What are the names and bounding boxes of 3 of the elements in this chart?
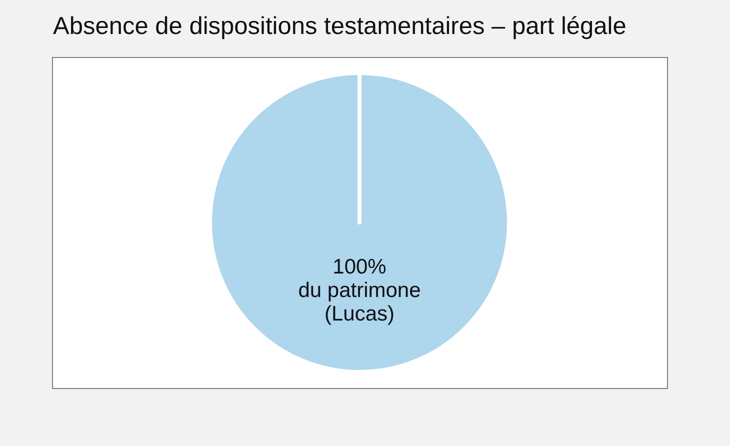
slice-label: du patrimone (Lucas) [298, 278, 421, 325]
data-label: 100% [332, 254, 386, 278]
chart-title: Absence de dispositions testamentaires – part légale [53, 13, 626, 40]
